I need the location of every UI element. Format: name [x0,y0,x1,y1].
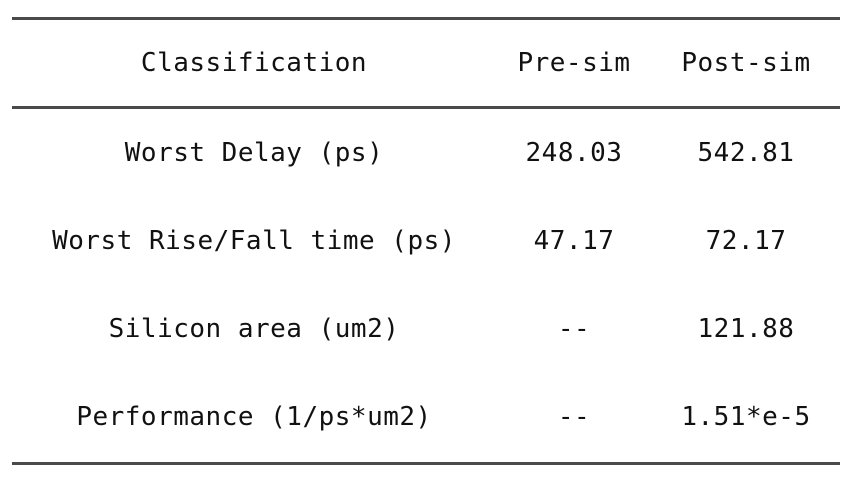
cell-post-sim: 542.81 [697,138,795,168]
header-separator-rule [12,106,840,109]
cell-post-sim: 1.51*e-5 [681,402,811,432]
header-pre-sim: Pre-sim [517,48,631,78]
table-row: Performance (1/ps*um2) -- 1.51*e-5 [12,373,840,461]
table-top-rule [12,17,840,20]
table-header: Classification Pre-sim Post-sim [12,20,840,109]
cell-pre-sim: -- [557,402,591,432]
cell-classification: Silicon area (um2) [108,314,400,344]
header-row: Classification Pre-sim Post-sim [12,20,840,106]
cell-classification: Performance (1/ps*um2) [76,402,432,432]
table-body: Worst Delay (ps) 248.03 542.81 Worst Ris… [12,109,840,461]
cell-pre-sim: -- [557,314,591,344]
table-bottom-rule [12,462,840,465]
results-table: Classification Pre-sim Post-sim Worst De… [12,20,840,461]
cell-post-sim: 72.17 [705,226,787,256]
cell-pre-sim: 47.17 [533,226,615,256]
cell-post-sim: 121.88 [697,314,795,344]
cell-classification: Worst Delay (ps) [124,138,384,168]
cell-pre-sim: 248.03 [525,138,623,168]
header-post-sim: Post-sim [681,48,811,78]
table-row: Worst Delay (ps) 248.03 542.81 [12,109,840,197]
table-row: Worst Rise/Fall time (ps) 47.17 72.17 [12,197,840,285]
header-classification: Classification [140,48,368,78]
cell-classification: Worst Rise/Fall time (ps) [52,226,456,256]
table-row: Silicon area (um2) -- 121.88 [12,285,840,373]
